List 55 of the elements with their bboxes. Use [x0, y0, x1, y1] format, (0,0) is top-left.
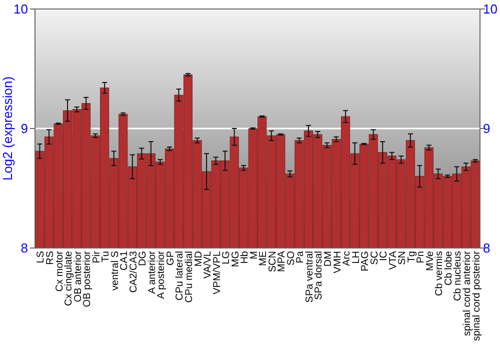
x-tick-label: LH	[350, 251, 362, 264]
y2-tick-label: 10	[483, 2, 498, 17]
y-tick-label: 9	[20, 121, 28, 136]
x-tick-label: CPu medial	[184, 251, 195, 303]
x-tick-label: SPa dorsal	[314, 251, 325, 300]
x-tick-label: LS	[36, 250, 47, 264]
x-tick-label: MVe	[424, 250, 436, 272]
x-tick-label: SN	[397, 251, 408, 265]
y2-tick-label: 8	[483, 240, 490, 256]
x-tick-label: PAG	[360, 250, 372, 272]
x-tick-label: OB posterior	[82, 250, 94, 308]
x-tick-label: VTA	[388, 250, 399, 270]
x-tick-label: GP	[165, 250, 176, 266]
x-tick-label: MPA	[276, 250, 288, 272]
x-tick-label: MG	[230, 250, 242, 268]
x-tick-label: Tu	[100, 251, 112, 262]
x-tick-label: LG	[221, 250, 232, 264]
y-axis-title: Log2 (expression)	[0, 76, 15, 181]
x-tick-label: Cx motor	[54, 250, 66, 292]
x-tick-label: spinal cord posterior	[471, 250, 482, 342]
y-tick-label: 8	[20, 240, 28, 256]
x-tick-label: SC	[369, 251, 380, 265]
x-tick-label: M	[248, 251, 260, 260]
x-tick-label: SO	[286, 250, 297, 266]
x-tick-label: Cb nucleus	[452, 251, 464, 302]
x-tick-label: Cb lobe	[443, 250, 454, 286]
x-tick-label: VA/VL	[202, 250, 214, 279]
x-tick-label: VMH	[332, 251, 344, 274]
x-tick-label: CA1	[119, 250, 130, 270]
x-tick-label: SCN	[267, 251, 278, 272]
x-tick-label: spinal cord anterior	[462, 250, 474, 336]
x-tick-label: Cx cingulate	[64, 250, 75, 306]
x-tick-label: CPu lateral	[174, 251, 186, 300]
x-tick-label: OB anterior	[72, 250, 84, 302]
x-tick-label: ventral S	[110, 250, 121, 290]
x-tick-label: Pa	[295, 250, 306, 264]
y2-tick-label: 9	[483, 121, 490, 136]
x-tick-label: Cb vermis	[434, 251, 446, 296]
x-tick-label: CA2/CA3	[128, 250, 140, 293]
x-tick-label: SPa ventral	[304, 251, 316, 303]
x-tick-label: Pir	[91, 250, 102, 264]
x-tick-label: Arc	[342, 251, 353, 266]
x-tick-label: MD	[193, 251, 204, 267]
x-tick-label: RS	[44, 250, 56, 265]
x-tick-label: DG	[138, 250, 149, 266]
x-tick-label: VPM/VPL	[212, 250, 223, 294]
x-tick-label: Pn	[416, 251, 427, 264]
x-tick-label: A posterior	[156, 250, 168, 299]
x-tick-label: IC	[378, 251, 390, 261]
x-tick-label: A anterior	[146, 250, 158, 294]
x-tick-label: Tg	[406, 251, 418, 263]
x-tick-label: Hb	[240, 250, 251, 264]
y-tick-label: 10	[14, 2, 28, 17]
x-tick-label: DM	[323, 251, 334, 267]
x-tick-label: ME	[258, 250, 270, 266]
